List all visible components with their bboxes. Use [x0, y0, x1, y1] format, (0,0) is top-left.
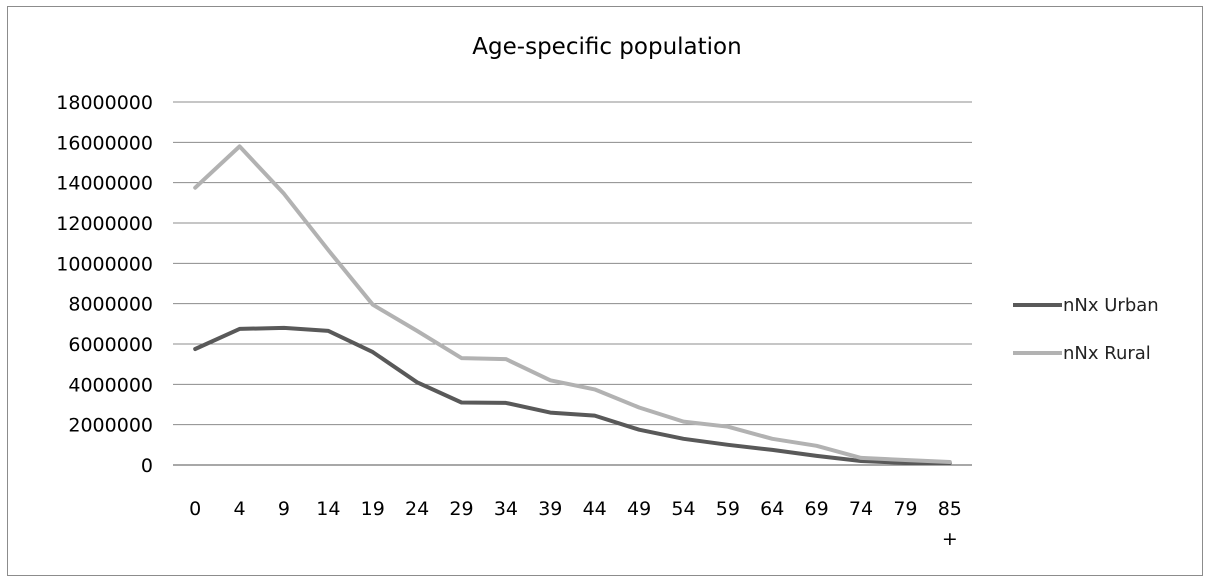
- y-tick-label: 12000000: [56, 213, 153, 235]
- y-tick-label: 2000000: [68, 415, 153, 437]
- x-tick-label: 69: [805, 498, 829, 520]
- x-tick-label: 44: [583, 498, 607, 520]
- x-tick-label: 24: [405, 498, 429, 520]
- legend: nNx Urban nNx Rural: [1013, 295, 1159, 364]
- x-tick-label: 49: [627, 498, 651, 520]
- legend-label: nNx Urban: [1063, 295, 1159, 316]
- x-tick-label: 0: [189, 498, 201, 520]
- x-tick-label: 54: [671, 498, 695, 520]
- x-tick-label: 74: [849, 498, 873, 520]
- chart-title: Age-specific population: [472, 34, 742, 60]
- y-tick-label: 16000000: [56, 132, 153, 154]
- grid-lines: [173, 101, 972, 466]
- x-tick-label: 34: [494, 498, 518, 520]
- x-tick-label: 14: [316, 498, 340, 520]
- x-tick-label: 39: [538, 498, 562, 520]
- x-tick-label: 59: [716, 498, 740, 520]
- y-tick-label: 6000000: [68, 334, 153, 356]
- series-lines: [193, 144, 952, 465]
- x-tick-label: 29: [449, 498, 473, 520]
- x-tick-label: 9: [278, 498, 290, 520]
- y-axis-ticks: 0 2000000 4000000 6000000 8000000 10000000 120…: [56, 92, 153, 477]
- y-tick-label: 8000000: [68, 294, 153, 316]
- chart-area: [7, 6, 1203, 576]
- x-tick-label: 79: [893, 498, 917, 520]
- y-tick-label: 18000000: [56, 92, 153, 114]
- series-line-rural: [193, 144, 952, 464]
- x-axis-ticks: 0 4 9 14 19 24 29 34 39 44 49 54 59 64 69 74 79 85 +: [189, 498, 962, 550]
- x-tick-label: 85 +: [938, 498, 962, 550]
- y-tick-label: 10000000: [56, 253, 153, 275]
- y-tick-label: 4000000: [68, 374, 153, 396]
- y-tick-label: 0: [141, 455, 153, 477]
- x-tick-label: 4: [234, 498, 246, 520]
- y-tick-label: 14000000: [56, 173, 153, 195]
- series-line-urban: [193, 325, 952, 465]
- x-tick-label: 64: [760, 498, 784, 520]
- legend-label: nNx Rural: [1063, 343, 1151, 364]
- x-tick-label: 19: [361, 498, 385, 520]
